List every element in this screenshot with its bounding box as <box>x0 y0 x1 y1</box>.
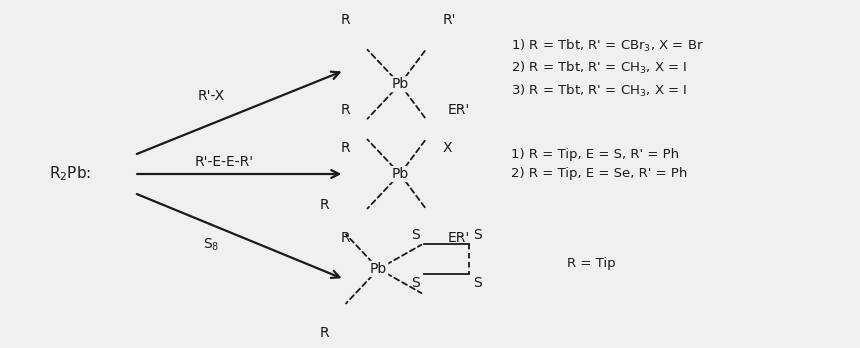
Text: R: R <box>319 326 329 340</box>
Text: R': R' <box>443 13 457 27</box>
Text: S: S <box>411 228 420 242</box>
Text: S$_8$: S$_8$ <box>203 237 219 253</box>
Text: R'-X: R'-X <box>198 89 225 103</box>
Text: 1) R = Tbt, R' = CBr$_3$, X = Br
2) R = Tbt, R' = CH$_3$, X = I
3) R = Tbt, R' =: 1) R = Tbt, R' = CBr$_3$, X = Br 2) R = … <box>512 38 704 99</box>
Text: 1) R = Tip, E = S, R' = Ph
2) R = Tip, E = Se, R' = Ph: 1) R = Tip, E = S, R' = Ph 2) R = Tip, E… <box>512 148 688 180</box>
Text: Pb: Pb <box>391 167 408 181</box>
Text: R: R <box>341 141 350 155</box>
Text: X: X <box>443 141 452 155</box>
Text: S: S <box>473 228 482 242</box>
Text: Pb: Pb <box>370 262 387 276</box>
Text: R: R <box>319 198 329 212</box>
Text: R: R <box>341 231 350 245</box>
Text: S: S <box>411 276 420 290</box>
Text: S: S <box>473 276 482 290</box>
Text: R'-E-E-R': R'-E-E-R' <box>194 155 254 169</box>
Text: Pb: Pb <box>391 77 408 91</box>
Text: ER': ER' <box>447 103 470 117</box>
Text: ER': ER' <box>447 231 470 245</box>
Text: R: R <box>341 103 350 117</box>
Text: R = Tip: R = Tip <box>567 257 616 270</box>
Text: R$_2$Pb:: R$_2$Pb: <box>48 165 91 183</box>
Text: R: R <box>341 13 350 27</box>
